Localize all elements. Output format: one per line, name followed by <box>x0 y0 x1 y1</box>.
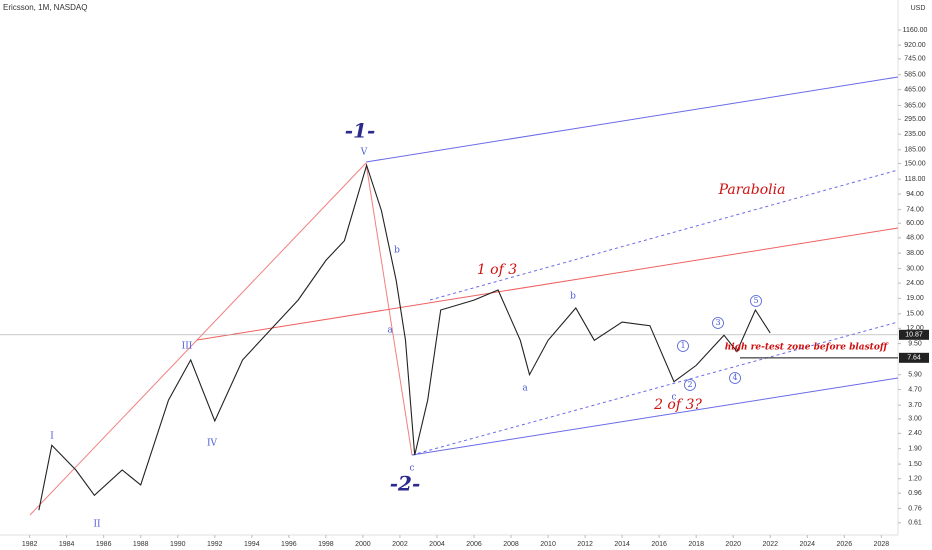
y-tick-label: 5.90 <box>908 372 922 379</box>
y-tick-label: 1.20 <box>908 475 922 482</box>
annotation: 2 of 3? <box>653 397 702 413</box>
annotation: 1 of 3 <box>477 262 517 278</box>
y-tick-label: 465.00 <box>904 87 926 94</box>
y-tick-label: 30.00 <box>906 265 924 272</box>
annotation: high re-test zone before blastoff <box>725 343 889 353</box>
y-tick-label: 15.00 <box>906 311 924 318</box>
y-tick-label: 2.40 <box>908 430 922 437</box>
y-tick-label: 185.00 <box>904 147 926 154</box>
y-tick-label: 3.00 <box>908 416 922 423</box>
drawings <box>29 76 899 516</box>
y-tick-label: 19.00 <box>906 295 924 302</box>
annotation: c <box>409 464 414 474</box>
x-tick-label: 2002 <box>392 541 408 548</box>
annotation: 4 <box>732 373 737 382</box>
y-tick-label: 1.90 <box>908 445 922 452</box>
annotation: 2 <box>687 380 692 389</box>
price-line <box>38 163 771 511</box>
annotation: 3 <box>715 318 720 327</box>
y-tick-label: 60.00 <box>906 220 924 227</box>
x-tick-label: 2004 <box>429 541 445 548</box>
wave-circle <box>750 295 762 307</box>
x-tick-label: 1988 <box>133 541 149 548</box>
x-tick-label: 2010 <box>540 541 556 548</box>
annotation: c <box>671 393 676 403</box>
y-tick-label: 4.70 <box>908 386 922 393</box>
annotation: I <box>50 432 54 442</box>
y-tick-label: 1160.00 <box>903 27 928 34</box>
wave-circle <box>677 340 689 352</box>
y-tick-label: 0.76 <box>908 505 922 512</box>
level-label: 7.64 <box>907 355 921 362</box>
last-price-badge <box>899 329 929 340</box>
y-tick-label: 295.00 <box>904 116 926 123</box>
x-tick-label: 2016 <box>651 541 667 548</box>
x-tick-label: 2012 <box>577 541 593 548</box>
x-tick-label: 1982 <box>22 541 38 548</box>
annotation: 1 <box>680 341 685 350</box>
y-tick-label: 150.00 <box>904 160 926 167</box>
x-tick-label: 1994 <box>244 541 260 548</box>
x-tick-label: 2022 <box>762 541 778 548</box>
annotation: Parabolia <box>718 182 786 198</box>
y-tick-label: 745.00 <box>904 56 926 63</box>
x-tick-label: 1992 <box>207 541 223 548</box>
y-tick-label: 1.50 <box>908 461 922 468</box>
channel-line <box>429 169 899 301</box>
level-badge <box>899 352 929 363</box>
x-tick-label: 1986 <box>96 541 112 548</box>
last-price-label: 10.87 <box>905 332 923 339</box>
x-tick-label: 2008 <box>503 541 519 548</box>
x-tick-label: 2000 <box>355 541 371 548</box>
wave-circle <box>729 372 741 384</box>
annotation: III <box>182 342 193 352</box>
trend-line <box>196 227 899 341</box>
x-tick-label: 1984 <box>59 541 75 548</box>
y-tick-label: 74.00 <box>906 206 924 213</box>
annotation: V <box>360 148 368 158</box>
x-tick-label: 2014 <box>614 541 630 548</box>
annotation: IV <box>207 439 218 449</box>
y-tick-label: 38.00 <box>906 250 924 257</box>
axis-unit: USD <box>911 5 926 12</box>
x-tick-label: 2020 <box>725 541 741 548</box>
annotation: 5 <box>753 296 758 305</box>
y-tick-label: 12.00 <box>906 325 924 332</box>
y-tick-label: 94.00 <box>906 191 924 198</box>
x-tick-label: 2018 <box>688 541 704 548</box>
chart-title: Ericsson, 1M, NASDAQ <box>3 3 87 12</box>
y-tick-label: 0.61 <box>908 520 922 527</box>
annotation: b <box>570 292 576 302</box>
x-tick-label: 1990 <box>170 541 186 548</box>
y-tick-label: 48.00 <box>906 235 924 242</box>
y-tick-label: 0.96 <box>908 490 922 497</box>
annotation: a <box>522 384 528 394</box>
y-tick-label: 585.00 <box>904 72 926 79</box>
y-tick-label: 3.70 <box>908 402 922 409</box>
annotation: -2- <box>390 472 421 496</box>
x-tick-label: 2006 <box>466 541 482 548</box>
trend-line <box>29 162 367 516</box>
annotation: a <box>387 326 393 336</box>
wave-circle <box>684 379 696 391</box>
x-tick-label: 2028 <box>874 541 890 548</box>
x-tick-label: 2024 <box>799 541 815 548</box>
channel-line <box>411 377 899 456</box>
y-tick-label: 235.00 <box>904 131 926 138</box>
y-tick-label: 9.50 <box>908 340 922 347</box>
y-tick-label: 920.00 <box>904 42 926 49</box>
annotation: b <box>394 246 400 256</box>
x-tick-label: 2026 <box>837 541 853 548</box>
y-tick-label: 118.00 <box>905 176 926 183</box>
annotation: II <box>93 520 101 530</box>
channel-line <box>365 76 899 163</box>
x-tick-label: 1998 <box>318 541 334 548</box>
x-tick-label: 1996 <box>281 541 297 548</box>
wave-circle <box>712 317 724 329</box>
y-tick-label: 24.00 <box>906 280 924 287</box>
y-tick-label: 365.00 <box>904 102 926 109</box>
annotation: -1- <box>345 119 376 143</box>
